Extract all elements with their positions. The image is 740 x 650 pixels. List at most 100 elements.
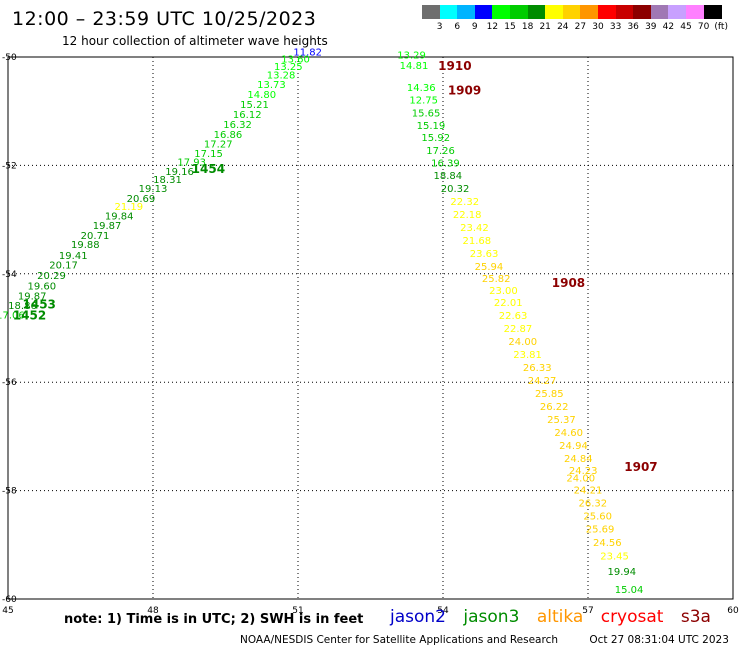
color-scale-label: 15 [504,22,516,32]
wave-height-label: 19.60 [28,282,57,293]
wave-height-label: 25.94 [475,262,504,273]
wave-height-label: 17.93 [177,158,206,169]
wave-height-label: 17.26 [426,146,455,157]
y-tick-label: -50 [2,53,17,63]
color-scale-label: 30 [592,22,604,32]
color-scale-label: 45 [680,22,692,32]
color-scale-segment [510,5,529,19]
wave-height-label: 26.33 [523,363,552,374]
color-scale-segment [527,5,546,19]
wave-height-label: 20.32 [441,184,470,195]
y-tick-label: -54 [2,270,17,280]
color-scale-segment [650,5,669,19]
wave-height-label: 19.88 [71,240,100,251]
wave-height-label: 22.01 [494,298,523,309]
x-tick-label: 60 [727,606,739,616]
x-tick-label: 57 [582,606,593,616]
color-scale-segment [580,5,599,19]
color-scale-segment [598,5,617,19]
wave-height-label: 17.06 [0,310,25,321]
wave-height-label: 15.21 [240,100,269,111]
wave-height-label: 24.84 [564,454,593,465]
wave-height-label: 22.18 [453,210,482,221]
color-scale-segment [439,5,458,19]
color-scale-label: 24 [557,22,569,32]
wave-height-label: 13.28 [267,70,296,81]
wave-height-label: 20.71 [81,231,110,242]
satellite-legend: jason2 jason3 altika cryosat s3a [390,607,723,627]
x-tick-label: 51 [292,606,303,616]
wave-height-label: 22.32 [450,197,479,208]
wave-height-label: 16.12 [233,110,262,121]
wave-height-label: 11.82 [293,48,322,59]
legend-jason3: jason3 [463,607,520,627]
y-tick-label: -58 [2,487,17,497]
y-tick-label: -52 [2,161,17,171]
wave-height-label: 19.41 [59,251,88,262]
wave-height-label: 25.82 [482,274,511,285]
wave-height-label: 14.36 [407,83,436,94]
wave-height-label: 20.17 [49,261,78,272]
color-scale-label: 9 [471,22,478,32]
wave-height-label: 26.22 [540,402,569,413]
legend-altika: altika [536,607,584,627]
wave-height-label: 25.37 [547,415,576,426]
color-scale-segment [474,5,493,19]
pass-time-label: 1910 [438,59,471,73]
wave-height-label: 18.86 [8,301,37,312]
pass-time-label: 1908 [552,276,585,290]
color-scale-segment [562,5,581,19]
wave-height-label: 13.60 [281,55,310,66]
y-tick-label: -56 [2,378,17,388]
color-scale-segment [703,5,722,19]
wave-height-label: 19.16 [165,167,194,178]
color-scale-label: 12 [486,22,499,32]
wave-height-label: 20.69 [127,194,156,205]
wave-height-label: 24.00 [508,337,537,348]
wave-height-label: 18.84 [434,171,463,182]
wave-height-label: 17.15 [194,149,223,160]
wave-height-label: 19.13 [139,184,168,195]
wave-height-label: 25.69 [586,525,615,536]
footer-timestamp: Oct 27 08:31:04 UTC 2023 [589,634,729,646]
color-scale-unit: (ft) [714,22,728,32]
wave-height-label: 13.73 [257,80,286,91]
wave-height-label: 24.56 [593,538,622,549]
wave-height-label: 22.87 [504,324,533,335]
color-scale-segment [668,5,687,19]
wave-height-label: 23.42 [460,223,489,234]
legend-s3a: s3a [680,607,711,627]
wave-height-label: 17.27 [204,140,233,151]
wave-height-label: 26.32 [579,499,608,510]
wave-height-label: 22.63 [499,311,528,322]
wave-height-label: 13.29 [397,50,426,61]
wave-height-label: 21.19 [115,202,144,213]
pass-time-label: 1452 [13,308,46,322]
color-scale-segment [545,5,564,19]
wave-height-label: 12.75 [409,95,438,106]
color-scale-segment [615,5,634,19]
wave-height-label: 15.19 [417,121,446,132]
wave-height-label: 23.00 [489,286,518,297]
color-scale-label: 21 [539,22,551,32]
wave-height-label: 24.23 [569,466,598,477]
color-scale-label: 33 [609,22,622,32]
pass-time-label: 1453 [23,298,56,312]
y-tick-label: -60 [2,595,17,605]
wave-height-label: 19.84 [105,211,134,222]
wave-height-label: 19.87 [18,291,47,302]
wave-height-label: 24.94 [559,441,588,452]
wave-height-label: 24.00 [566,474,595,485]
wave-height-label: 19.94 [608,567,637,578]
pass-time-label: 1909 [448,84,481,98]
chart-subtitle: 12 hour collection of altimeter wave hei… [62,34,328,48]
wave-height-label: 20.29 [37,271,66,282]
x-tick-label: 48 [147,606,159,616]
wave-height-label: 15.65 [412,108,441,119]
wave-height-label: 16.86 [214,130,243,141]
color-scale-label: 70 [697,22,710,32]
color-scale-segment [492,5,511,19]
wave-height-label: 16.32 [223,120,252,131]
pass-time-label: 1454 [192,162,225,176]
